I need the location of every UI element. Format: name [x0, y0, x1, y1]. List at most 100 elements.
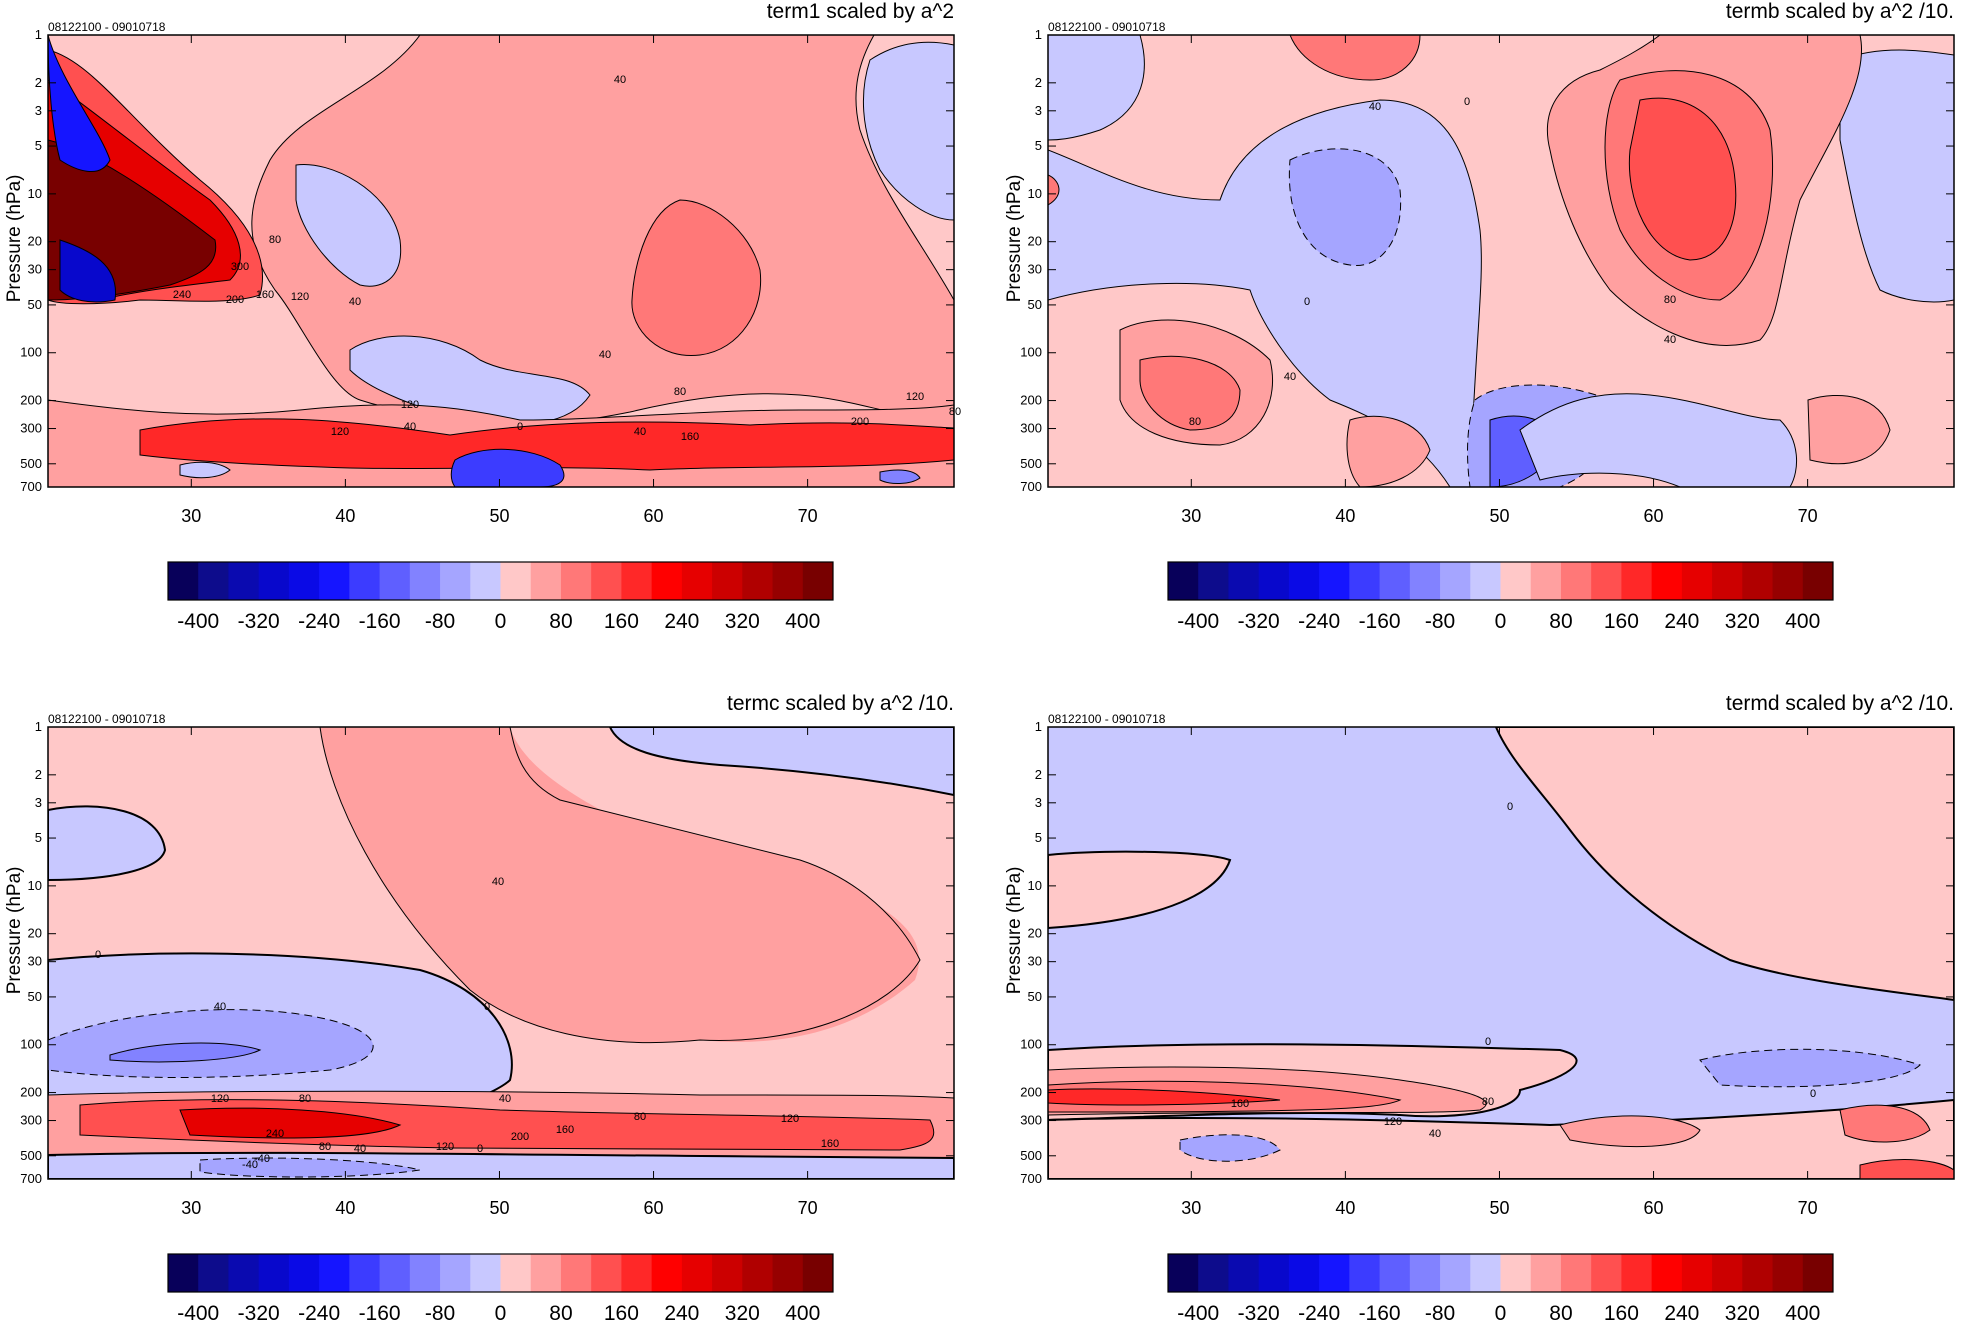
- colorbar-swatch: [319, 1254, 350, 1292]
- x-tick-label: 30: [181, 506, 201, 526]
- colorbar-tick-label: -80: [1425, 1302, 1455, 1325]
- contour-label: 0: [1304, 296, 1310, 308]
- colorbar-swatch: [1591, 1254, 1622, 1292]
- colorbar-swatch: [409, 562, 441, 600]
- panel-title: termc scaled by a^2 /10.: [727, 692, 954, 715]
- contour-label: 40: [354, 1143, 366, 1155]
- contour-label: 80: [1189, 416, 1201, 428]
- contour-label: 40: [492, 876, 504, 888]
- contour-fill: [863, 41, 954, 221]
- contour-fill: [1048, 35, 1145, 141]
- colorbar-swatch: [772, 562, 804, 600]
- colorbar-swatch: [1712, 562, 1743, 600]
- colorbar-tick-label: 400: [1785, 610, 1820, 633]
- colorbar-swatch: [349, 562, 381, 600]
- colorbar-swatch: [742, 1254, 774, 1292]
- contour-label: 40: [349, 296, 361, 308]
- colorbar-swatch: [1621, 1254, 1653, 1292]
- panel-termb: termb scaled by a^2 /10. 08122100 - 0901…: [1048, 0, 1954, 487]
- axes-1: 30 40 50 60 70 1 2 3 5 10 20 30 50 100 200 300 500 700 Pre…: [4, 27, 961, 633]
- colorbar-tick-label: 320: [725, 610, 760, 633]
- x-tick-label: 50: [489, 1198, 509, 1218]
- colorbar-tick-label: 400: [785, 610, 820, 633]
- contour-fill: [1699, 1048, 1921, 1088]
- colorbar-swatch: [1500, 1254, 1532, 1292]
- colorbar-tick-label: -240: [1298, 1302, 1340, 1325]
- colorbar-swatch: [1712, 1254, 1743, 1292]
- axes-2: 30 40 50 60 70 1 2 3 5 10 20 30 50 100 200 300 500 700 Pre…: [1004, 27, 1955, 633]
- colorbar-tick-label: -160: [1359, 1302, 1401, 1325]
- contour-fill: [1346, 415, 1431, 487]
- contour-label: 40: [1284, 371, 1296, 383]
- colorbar-swatch: [1802, 1254, 1834, 1292]
- contour-label: 120: [436, 1141, 454, 1153]
- contour-fill: [1519, 393, 1798, 487]
- colorbar-swatch: [1168, 1254, 1199, 1292]
- colorbar-swatch: [440, 1254, 471, 1292]
- y-tick-label: 30: [1028, 262, 1042, 277]
- colorbar-swatch: [1742, 562, 1774, 600]
- colorbar-swatch: [802, 1254, 834, 1292]
- contour-fill: [199, 1157, 421, 1178]
- colorbar-swatch: [168, 1254, 199, 1292]
- contour-label: 0: [95, 949, 101, 961]
- contour-label: 80: [1482, 1096, 1494, 1108]
- x-tick-label: 30: [181, 1198, 201, 1218]
- colorbar-swatch: [228, 562, 260, 600]
- colorbar-swatch: [470, 1254, 501, 1292]
- colorbar-tick-label: 80: [1549, 610, 1572, 633]
- colorbar-swatch: [440, 562, 471, 600]
- y-tick-label: 500: [20, 456, 42, 471]
- contour-fill: [1048, 850, 1232, 930]
- y-tick-label: 300: [20, 421, 42, 436]
- contour-fill: [1839, 1104, 1931, 1143]
- y-tick-label: 1: [1035, 719, 1042, 734]
- contour-label: 80: [299, 1093, 311, 1105]
- contour-label: 0: [1507, 801, 1513, 813]
- colorbar-swatch: [742, 562, 774, 600]
- contour-fill: [48, 805, 167, 882]
- colorbar-swatch: [1802, 562, 1834, 600]
- contour-fill: [139, 418, 954, 471]
- contour-label: 40: [1369, 101, 1381, 113]
- colorbar-swatch: [651, 562, 683, 600]
- panel-term1: term1 scaled by a^2 08122100 - 09010718: [48, 0, 954, 487]
- colorbar: -400 -320 -240 -160 -80 0 80 160 240 320 400: [1167, 561, 1834, 633]
- y-tick-label: 100: [1020, 1037, 1042, 1052]
- contour-label: 200: [511, 1131, 529, 1143]
- x-tick-label: 50: [1489, 1198, 1509, 1218]
- panel-title: termd scaled by a^2 /10.: [1726, 692, 1954, 715]
- colorbar-frame: [167, 1253, 834, 1293]
- colorbar-tick-label: 0: [495, 610, 507, 633]
- colorbar-swatch: [1530, 1254, 1562, 1292]
- panel-termc: termc scaled by a^2 /10. 08122100 - 0901…: [48, 692, 954, 1179]
- colorbar-swatch: [1228, 562, 1260, 600]
- contour-label: 200: [851, 416, 869, 428]
- colorbar-tick-label: -400: [177, 610, 219, 633]
- colorbar-tick-label: 80: [549, 1302, 572, 1325]
- panel-date-range: 08122100 - 09010718: [1048, 20, 1166, 34]
- colorbar-tick-label: 0: [495, 1302, 507, 1325]
- colorbar-swatch: [379, 562, 411, 600]
- colorbar-swatch: [1560, 562, 1592, 600]
- y-tick-label: 700: [20, 1171, 42, 1186]
- y-tick-label: 1: [35, 719, 42, 734]
- colorbar-swatch: [1409, 562, 1441, 600]
- contour-fill: [179, 461, 231, 479]
- contour-label: 40: [214, 1001, 226, 1013]
- y-tick-label: 10: [1028, 186, 1042, 201]
- y-tick-label: 500: [1020, 1148, 1042, 1163]
- colorbar-swatch: [1349, 562, 1381, 600]
- colorbar-swatch: [1258, 562, 1290, 600]
- colorbar-swatch: [288, 562, 320, 600]
- contour-fill: [1289, 35, 1421, 81]
- contour-fill: [1139, 355, 1241, 431]
- contour-label: 240: [266, 1128, 284, 1140]
- contour-fill: [59, 239, 117, 303]
- y-tick-label: 100: [1020, 345, 1042, 360]
- y-tick-label: 300: [1020, 1113, 1042, 1128]
- y-tick-label: 1: [35, 27, 42, 42]
- contour-label: 40: [599, 349, 611, 361]
- y-tick-label: 2: [1035, 767, 1042, 782]
- colorbar-swatch: [591, 562, 622, 600]
